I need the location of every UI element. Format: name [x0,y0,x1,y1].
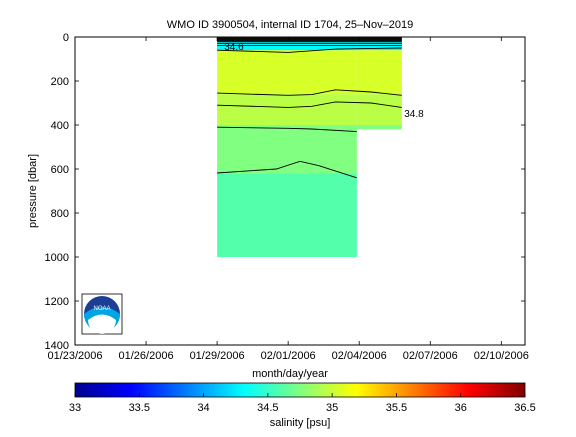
colorbar-tick-label: 33 [69,402,81,414]
colorbar-tick-label: 35.5 [386,402,407,414]
salinity-cell [217,125,357,174]
colorbar-tick-label: 36 [455,402,467,414]
x-tick-label: 02/04/2006 [332,350,387,362]
y-tick-label: 800 [51,208,69,220]
x-axis-label: month/day/year [252,368,328,380]
contour-line [217,89,402,96]
x-tick-label: 01/23/2006 [47,350,102,362]
salinity-cell [217,173,357,257]
y-tick-label: 1000 [45,252,69,264]
x-axis: 01/23/2006 01/26/2006 01/29/2006 02/01/2006… [47,37,529,362]
noaa-logo: NOAA [81,293,123,335]
colorbar-ticks: 33 33.5 34 34.5 35 35.5 36 36.5 [69,393,536,414]
contour-lines: 34.8 34.6 [217,38,424,179]
x-tick-label: 02/10/2006 [474,350,529,362]
salinity-cell [356,94,402,125]
y-tick-label: 400 [51,120,69,132]
colorbar [74,382,526,398]
surface-dense-contours [217,37,402,42]
y-axis: 0 200 400 600 800 1000 1200 1400 [45,32,525,352]
colorbar-tick-label: 35 [326,402,338,414]
y-tick-label: 600 [51,164,69,176]
y-tick-label: 200 [51,76,69,88]
y-tick-label: 1200 [45,296,69,308]
colorbar-tick-label: 34.5 [257,402,278,414]
x-tick-label: 01/26/2006 [119,350,174,362]
y-tick-label: 1400 [45,340,69,352]
colorbar-label: salinity [psu] [270,417,331,429]
plot-fill [217,37,402,257]
plot-frame [74,36,526,346]
y-axis-label: pressure [dbar] [27,154,39,228]
salinity-cell [217,50,357,95]
contour-line [217,126,357,133]
salinity-cell [356,50,402,95]
x-tick-label: 01/29/2006 [190,350,245,362]
x-tick-label: 02/07/2006 [403,350,458,362]
chart-title: WMO ID 3900504, internal ID 1704, 25–Nov… [167,19,413,31]
salinity-cell [217,94,357,125]
colorbar-tick-label: 34 [197,402,209,414]
svg-text:NOAA: NOAA [93,306,110,312]
contour-label: 34.6 [224,42,244,53]
colorbar-tick-label: 33.5 [129,402,150,414]
contour-line [217,101,402,108]
y-tick-label: 0 [63,32,69,44]
contour-label: 34.8 [404,109,424,120]
contour-line [217,160,357,179]
colorbar-tick-label: 36.5 [514,402,535,414]
salinity-cell [356,125,402,130]
x-tick-label: 02/01/2006 [261,350,316,362]
contour-line [217,47,402,53]
